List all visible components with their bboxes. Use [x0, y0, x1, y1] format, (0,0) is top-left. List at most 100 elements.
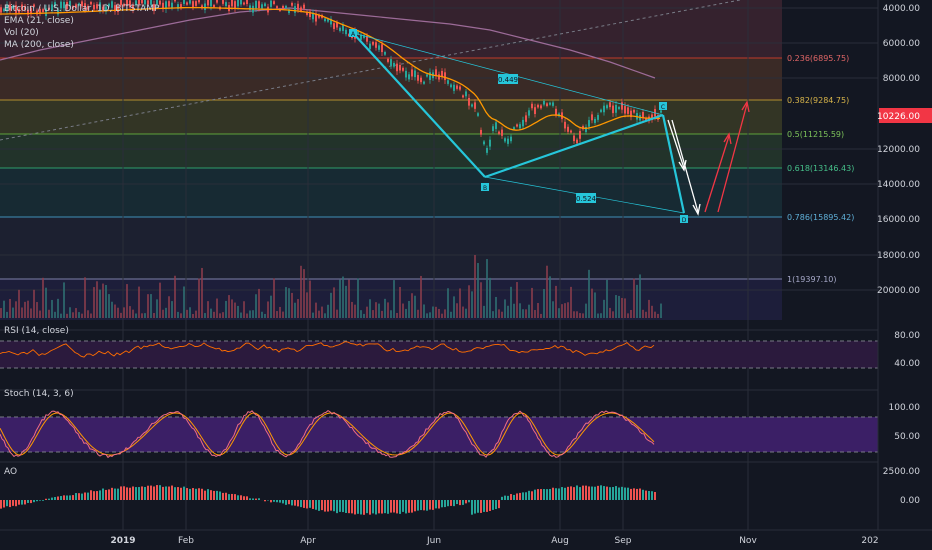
ao-bar — [345, 500, 347, 513]
ao-bar — [612, 487, 614, 500]
ao-bar — [417, 500, 419, 511]
ao-bar — [81, 493, 83, 500]
volume-bar — [93, 287, 95, 318]
volume-bar — [318, 310, 320, 318]
time-axis[interactable]: 2019 Feb Apr Jun Aug Sep Nov 202 — [0, 529, 932, 546]
ao-bar — [150, 485, 152, 500]
ao-bar — [282, 500, 284, 504]
volume-bar — [501, 311, 503, 318]
arrow-up-1-head — [723, 132, 732, 145]
volume-bar — [117, 307, 119, 318]
price-candle — [390, 59, 392, 66]
volume-bar — [264, 313, 266, 318]
price-candle — [333, 23, 335, 29]
ao-bar — [147, 485, 149, 500]
ao-bar — [180, 487, 182, 500]
price-candle — [324, 18, 326, 22]
price-candle — [237, 0, 239, 7]
ao-bar — [618, 487, 620, 500]
price-candle — [216, 0, 218, 3]
volume-bar — [237, 305, 239, 318]
price-candle — [645, 117, 647, 121]
rsi-pane-label[interactable]: RSI (14, close) — [4, 326, 69, 336]
volume-bar — [207, 301, 209, 318]
ao-bar — [630, 488, 632, 500]
ao-bar — [474, 500, 476, 514]
price-axis[interactable]: 4000.00 6000.00 8000.00 12000.00 14000.0… — [877, 0, 932, 530]
ao-bar — [639, 488, 641, 500]
volume-bar — [354, 304, 356, 318]
ao-bar — [183, 486, 185, 500]
volume-bar — [132, 309, 134, 318]
price-candle — [402, 67, 404, 71]
volume-bar — [66, 313, 68, 318]
ao-bar — [354, 500, 356, 515]
volume-bar — [198, 278, 200, 318]
ao-bar — [540, 489, 542, 500]
ao-bar — [309, 500, 311, 508]
price-candle — [573, 135, 575, 142]
symbol-title[interactable]: Bitcoin / U.S. Dollar, 1D, BITSTAMP — [4, 4, 160, 14]
volume-bar — [600, 313, 602, 318]
volume-bar — [651, 305, 653, 318]
volume-bar — [168, 296, 170, 318]
ao-bar — [3, 500, 5, 508]
vol-legend[interactable]: Vol (20) — [4, 28, 39, 38]
volume-bar — [267, 301, 269, 318]
ao-bar — [432, 500, 434, 510]
ma-legend[interactable]: MA (200, close) — [4, 40, 74, 50]
price-candle — [198, 0, 200, 3]
stoch-k-line — [0, 409, 655, 459]
fib-label-0618: 0.618(13146.43) — [787, 164, 854, 173]
rsi-tick: 40.00 — [894, 359, 920, 369]
fib-label-0786: 0.786(15895.42) — [787, 213, 854, 222]
volume-bar — [489, 277, 491, 318]
ao-bar — [156, 485, 158, 500]
ao-bar — [60, 496, 62, 500]
price-candle — [294, 6, 296, 13]
volume-bar — [282, 311, 284, 318]
ao-bar — [330, 500, 332, 511]
price-candle — [183, 0, 185, 4]
volume-bar — [48, 309, 50, 318]
volume-bar — [405, 308, 407, 318]
volume-bar — [444, 309, 446, 318]
volume-bar — [42, 277, 44, 318]
price-candle — [342, 25, 344, 31]
arrow-up-1 — [704, 135, 730, 213]
volume-bar — [426, 313, 428, 318]
ao-bar — [135, 487, 137, 500]
ao-bar — [333, 500, 335, 512]
volume-bar — [60, 313, 62, 318]
ao-bar — [636, 488, 638, 500]
time-tick: Nov — [739, 536, 757, 546]
volume-bar — [6, 311, 8, 318]
ao-bar — [336, 500, 338, 514]
volume-bar — [33, 289, 35, 318]
volume-bar — [609, 307, 611, 318]
stoch-pane-label[interactable]: Stoch (14, 3, 6) — [4, 389, 74, 399]
point-b-label: B — [483, 185, 487, 192]
arrow-down-2 — [671, 119, 699, 213]
ao-pane-label[interactable]: AO — [4, 467, 18, 477]
volume-bar — [477, 263, 479, 318]
price-tick: 6000.00 — [883, 39, 920, 49]
ema-legend[interactable]: EMA (21, close) — [4, 16, 74, 26]
price-candle — [231, 0, 233, 7]
ao-bar — [561, 487, 563, 500]
price-candle — [141, 0, 143, 4]
price-candle — [363, 35, 365, 38]
projection-arrows — [667, 100, 750, 216]
price-candle — [555, 108, 557, 115]
volume-bar — [495, 296, 497, 318]
ao-bar — [420, 500, 422, 511]
ao-bar — [486, 500, 488, 512]
price-candle — [42, 9, 44, 12]
volume-bar — [297, 299, 299, 318]
volume-bar — [459, 288, 461, 318]
volume-bar — [384, 298, 386, 318]
price-candle — [534, 107, 536, 114]
ao-bar — [621, 486, 623, 500]
volume-bar — [636, 284, 638, 318]
